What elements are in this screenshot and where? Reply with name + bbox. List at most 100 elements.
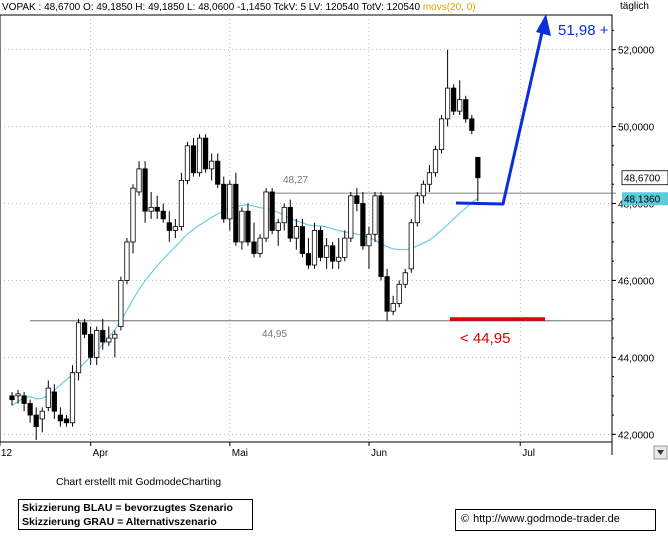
scroll-arrow-icon[interactable] xyxy=(653,445,668,460)
candle xyxy=(463,95,469,123)
last-price-box xyxy=(621,170,668,186)
support-label: 44,95 xyxy=(262,329,287,340)
candle-body xyxy=(160,210,166,220)
candle-body xyxy=(215,160,221,185)
header-indicator: movs(20, 0) xyxy=(423,2,476,13)
candle xyxy=(190,138,197,177)
candle-body xyxy=(420,183,427,197)
copyright-icon: © xyxy=(461,513,470,525)
candle xyxy=(63,415,70,427)
candle-body xyxy=(311,230,318,266)
candle-body xyxy=(209,160,215,170)
candle xyxy=(136,161,142,196)
candle-body xyxy=(106,337,112,343)
candle-body xyxy=(287,206,293,239)
candle xyxy=(269,188,275,235)
x-axis: 12 Apr Mai Jun Jul xyxy=(0,442,535,459)
candle-body xyxy=(372,195,378,235)
header-tckv: 5 xyxy=(300,2,306,13)
candle-body xyxy=(275,222,281,231)
header-lv: 120540 xyxy=(325,2,359,13)
candle xyxy=(420,180,427,204)
candle xyxy=(348,191,354,242)
candle xyxy=(311,222,318,269)
candle-body xyxy=(451,87,457,112)
candle xyxy=(330,241,336,269)
candle-body xyxy=(124,241,130,281)
candle xyxy=(402,268,408,289)
candle-body xyxy=(69,372,76,424)
y-tick-label: 46,0000 xyxy=(618,276,655,287)
ma-price-box xyxy=(622,192,668,206)
header-change: -1,1450 xyxy=(237,2,271,13)
candle-body xyxy=(257,237,263,254)
candle-body xyxy=(51,391,57,412)
candle-body xyxy=(354,195,360,204)
candle-body xyxy=(233,183,239,243)
candle-body xyxy=(463,99,469,120)
candle xyxy=(184,141,191,185)
candle-body xyxy=(118,280,124,327)
candle-body xyxy=(221,183,227,220)
candle-body xyxy=(469,118,475,131)
candle-body xyxy=(82,322,88,335)
candle xyxy=(215,153,221,189)
candle xyxy=(469,115,475,135)
candle xyxy=(336,238,342,269)
candle-body xyxy=(299,226,306,254)
candle-body xyxy=(396,283,402,304)
candle-body xyxy=(457,99,463,112)
candle xyxy=(124,238,130,285)
candle-body xyxy=(112,333,118,339)
candle xyxy=(142,161,148,223)
candle xyxy=(245,203,251,246)
candle-body xyxy=(360,203,366,247)
candle-body xyxy=(9,395,15,401)
website-link[interactable]: © http://www.godmode-trader.de xyxy=(455,509,656,531)
header-open: 49,1850 xyxy=(96,2,133,13)
candle xyxy=(209,153,215,181)
candle-body xyxy=(402,272,408,285)
candle-body xyxy=(317,230,324,258)
plot-frame xyxy=(0,14,613,443)
header-totv: 120540 xyxy=(387,2,421,13)
candle xyxy=(384,268,390,321)
candle-body xyxy=(190,145,197,174)
candle-body xyxy=(154,206,160,212)
legend-line-blue: Skizzierung BLAU = bevorzugtes Szenario xyxy=(22,502,233,514)
candle-body xyxy=(227,183,233,220)
candle-body xyxy=(475,156,481,179)
candle xyxy=(342,230,348,262)
candle xyxy=(112,330,118,358)
resistance-label: 48,27 xyxy=(283,175,308,186)
candle xyxy=(118,276,124,331)
candle-body xyxy=(323,245,330,258)
candle-body xyxy=(336,256,342,262)
candle xyxy=(57,407,64,427)
candle xyxy=(33,407,39,441)
candle xyxy=(172,218,178,239)
candle xyxy=(69,365,76,427)
candle xyxy=(178,172,184,231)
candle-body xyxy=(305,253,312,266)
candle-body xyxy=(33,414,39,428)
last-price-label: 48,6700 xyxy=(624,174,661,185)
scenario-sketch: 51,98 + < 44,95 xyxy=(450,14,609,347)
candle-body xyxy=(202,137,209,170)
candle-body xyxy=(130,187,136,243)
candle xyxy=(299,218,306,258)
candle-body xyxy=(100,330,106,343)
candle xyxy=(475,156,481,202)
candle xyxy=(414,191,420,227)
candle xyxy=(366,226,372,269)
candle-body xyxy=(293,226,299,239)
candle xyxy=(281,203,287,231)
y-tick-label: 52,0000 xyxy=(618,46,655,57)
candle-body xyxy=(384,276,390,312)
header-low: 48,0600 xyxy=(198,2,235,13)
x-tick-label: Jul xyxy=(522,448,535,459)
frequency-label: täglich xyxy=(620,1,649,12)
candle xyxy=(360,191,366,250)
candle xyxy=(251,222,257,258)
candle-body xyxy=(342,237,348,258)
